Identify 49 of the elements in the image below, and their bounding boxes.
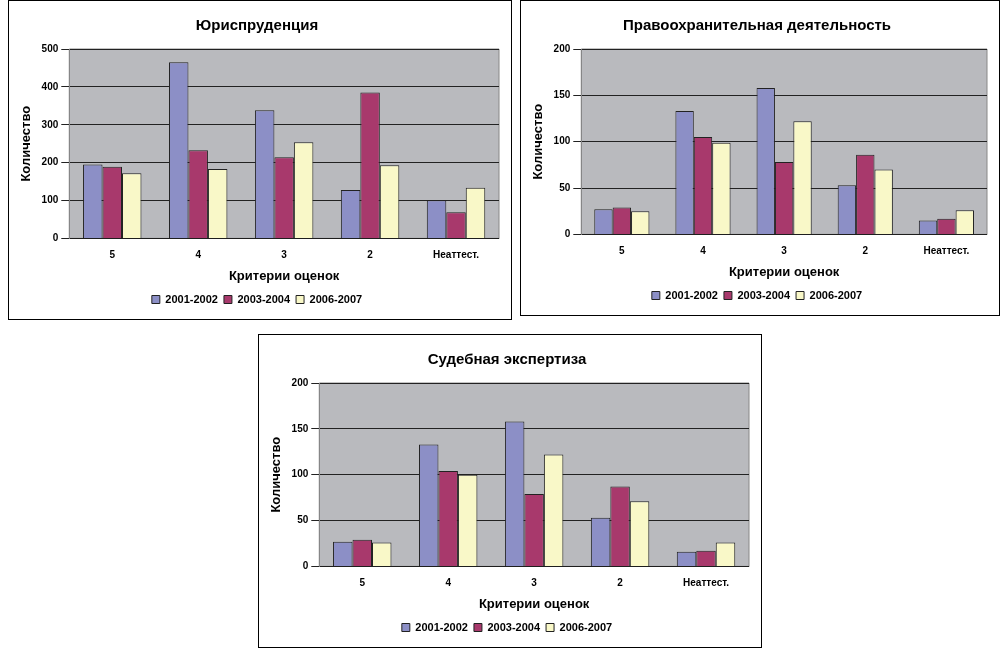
legend-label: 2001-2002 <box>415 620 468 633</box>
y-axis-title: Количество <box>268 436 284 513</box>
x-tick-label: 2 <box>862 245 869 257</box>
legend-label: 2006-2007 <box>809 288 863 301</box>
y-tick-label: 100 <box>553 135 571 147</box>
legend-label: 2003-2004 <box>737 288 791 301</box>
x-tick-label: 4 <box>195 249 202 261</box>
chart-title: Правоохранительная деятельность <box>622 16 892 34</box>
legend-label: 2006-2007 <box>309 292 363 305</box>
y-tick-label: 150 <box>291 422 309 434</box>
y-tick-label: 500 <box>41 42 59 54</box>
x-tick-label: 3 <box>531 577 538 589</box>
x-tick-label: 5 <box>619 245 626 257</box>
legend-label: 2001-2002 <box>165 292 218 305</box>
x-tick-label: 2 <box>617 577 624 589</box>
y-tick-label: 0 <box>564 228 571 240</box>
legend-label: 2006-2007 <box>559 620 613 633</box>
x-tick-label: Неаттест. <box>683 577 730 589</box>
y-tick-label: 400 <box>41 80 59 92</box>
legend-label: 2001-2002 <box>665 288 718 301</box>
x-axis-title: Критерии оценок <box>478 595 590 611</box>
legend-label: 2003-2004 <box>237 292 291 305</box>
y-axis-title: Количество <box>18 105 34 182</box>
y-tick-label: 0 <box>302 560 309 572</box>
y-tick-label: 100 <box>291 468 309 480</box>
y-tick-label: 50 <box>559 181 571 193</box>
y-tick-label: 200 <box>553 42 571 54</box>
y-tick-label: 200 <box>41 156 59 168</box>
y-tick-label: 200 <box>291 376 309 388</box>
chart-title: Судебная экспертиза <box>427 350 587 368</box>
x-tick-label: 4 <box>700 245 707 257</box>
x-tick-label: Неаттест. <box>433 249 480 261</box>
x-tick-label: 3 <box>781 245 788 257</box>
legend-label: 2003-2004 <box>487 620 541 633</box>
y-tick-label: 0 <box>52 232 59 244</box>
chart-title: Юриспруденция <box>195 16 319 34</box>
x-tick-label: Неаттест. <box>923 245 970 257</box>
y-axis-title: Количество <box>530 103 546 180</box>
y-tick-label: 300 <box>41 118 59 130</box>
y-tick-label: 100 <box>41 194 59 206</box>
y-tick-label: 50 <box>297 514 309 526</box>
y-tick-label: 150 <box>553 89 571 101</box>
x-axis-title: Критерии оценок <box>728 263 840 279</box>
x-tick-label: 5 <box>359 577 366 589</box>
x-tick-label: 4 <box>445 577 452 589</box>
x-tick-label: 3 <box>281 249 288 261</box>
x-axis-title: Критерии оценок <box>228 267 340 283</box>
x-tick-label: 5 <box>109 249 116 261</box>
x-tick-label: 2 <box>367 249 374 261</box>
